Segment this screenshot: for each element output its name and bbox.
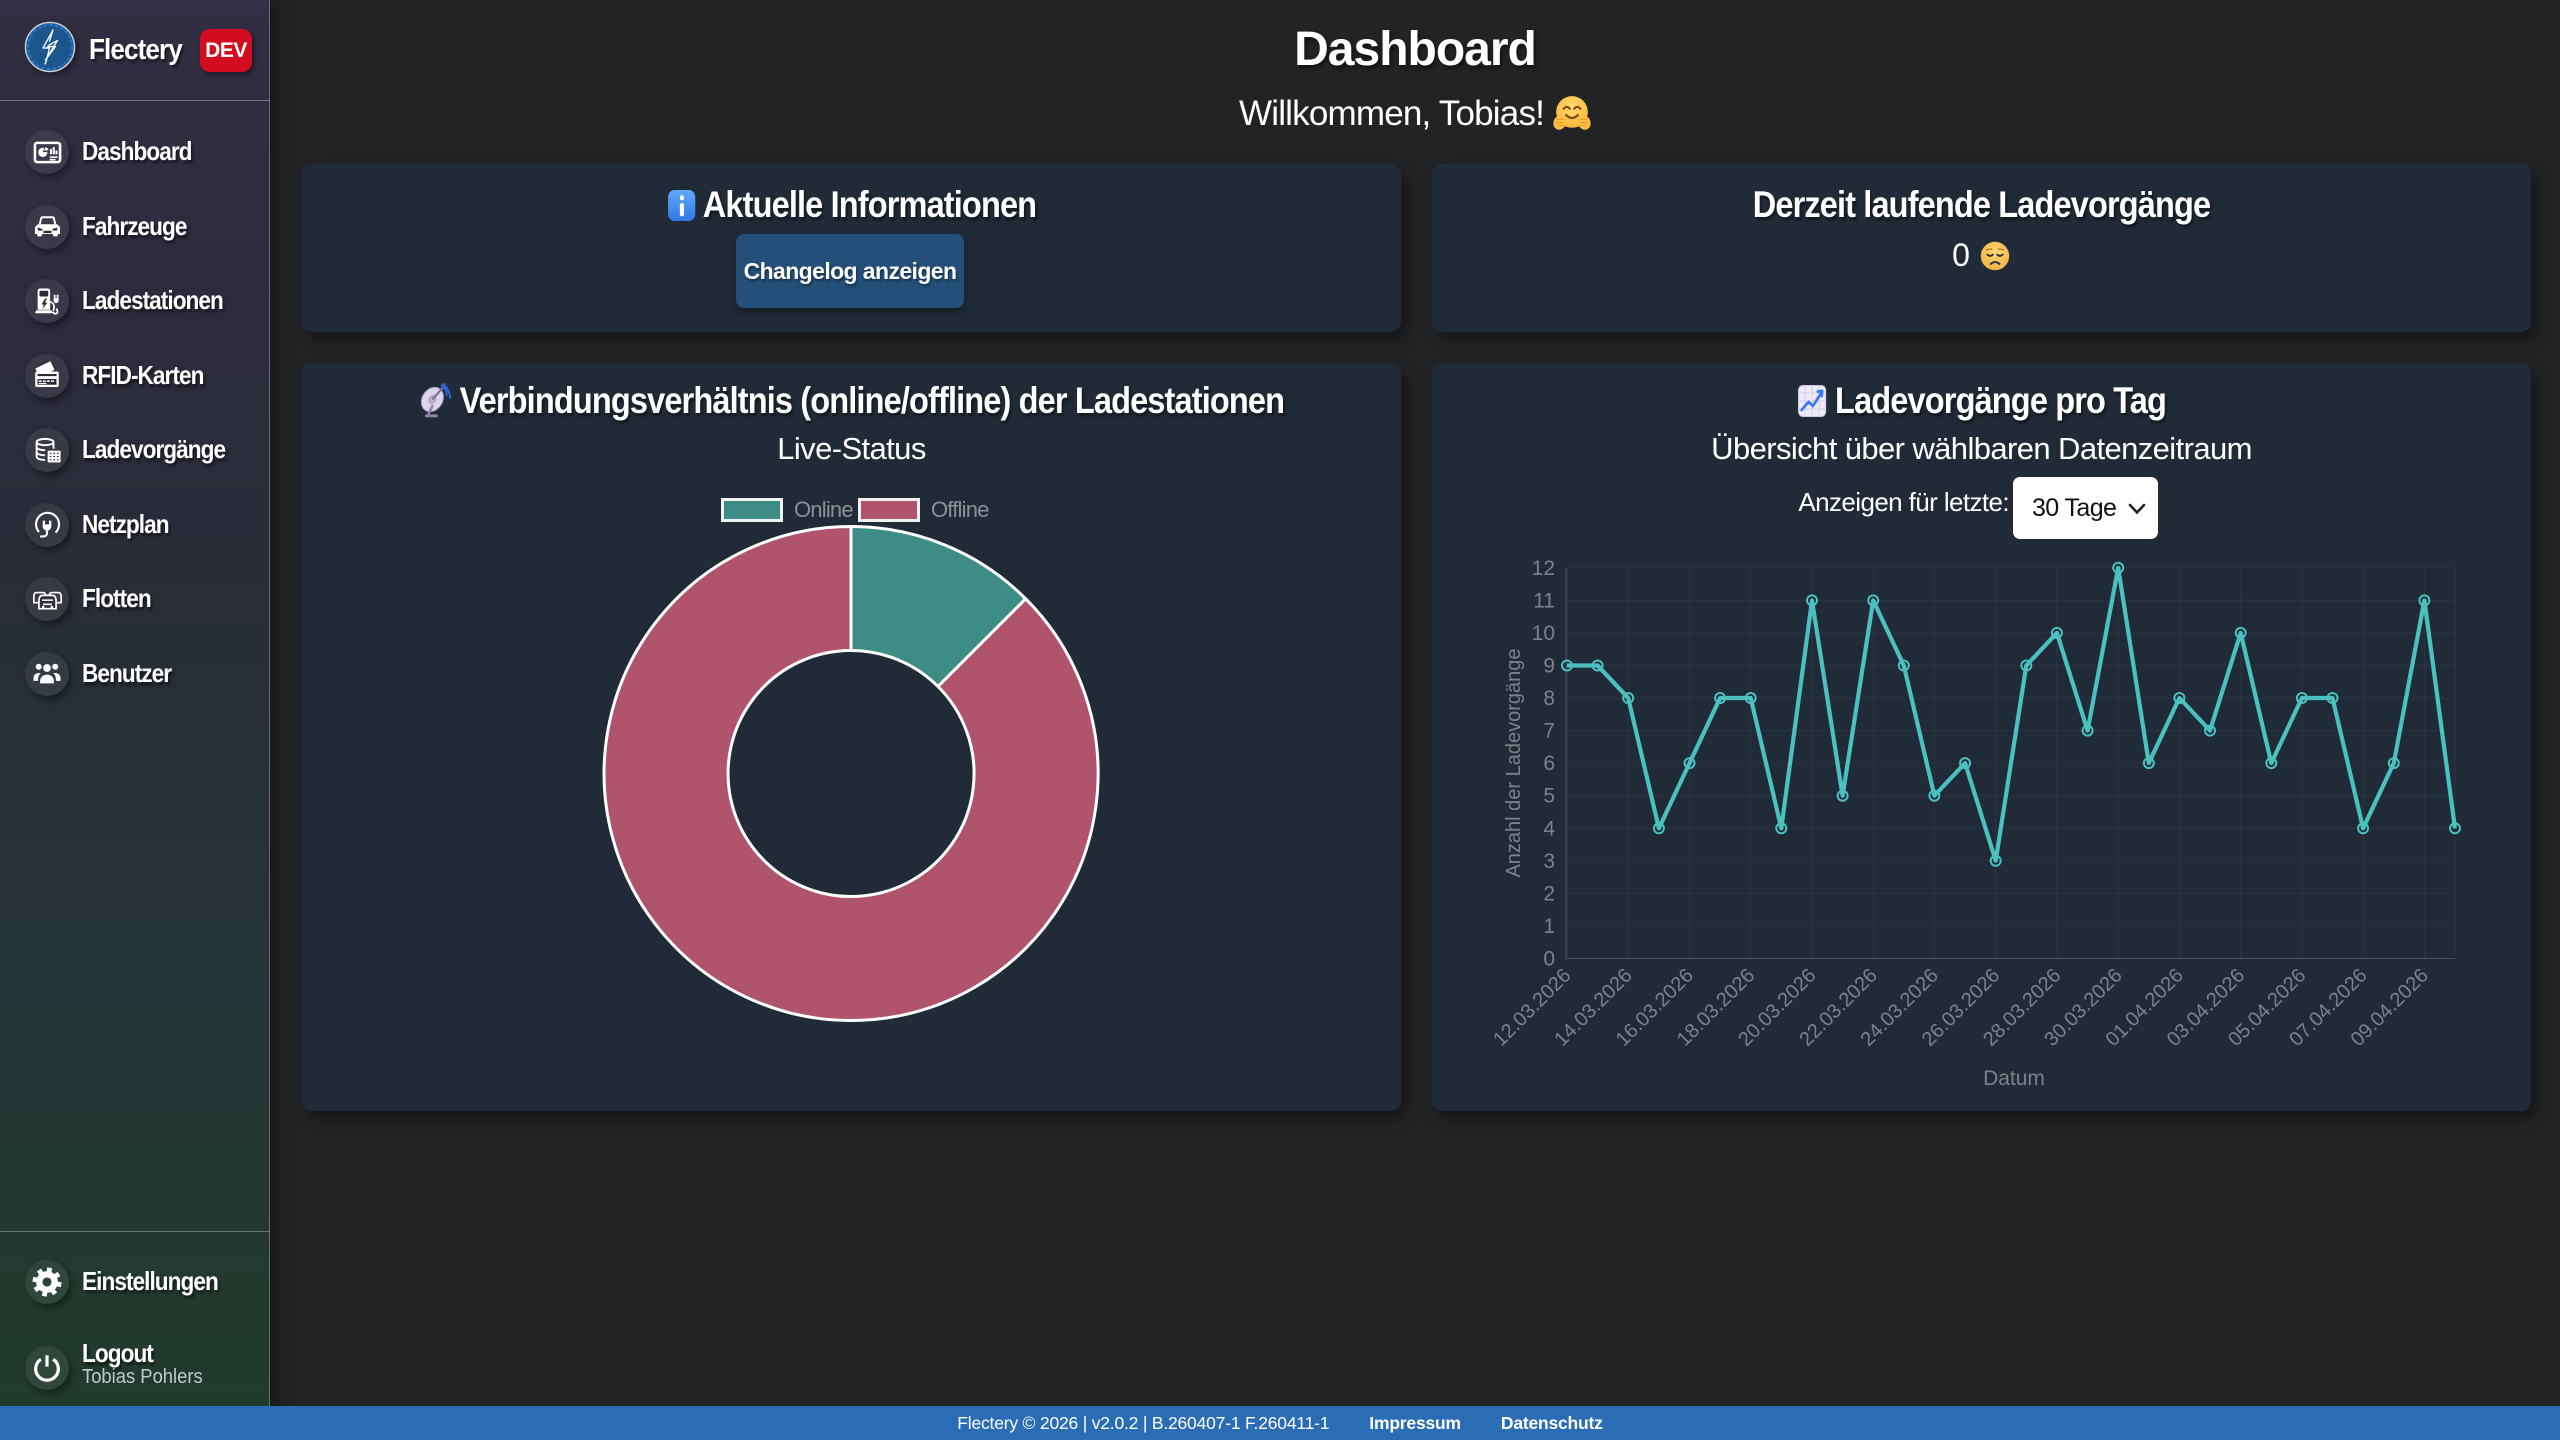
svg-text:1: 1	[1543, 915, 1555, 938]
svg-text:10: 10	[1532, 622, 1555, 645]
svg-text:0: 0	[1543, 948, 1555, 971]
svg-text:8: 8	[1543, 687, 1555, 710]
svg-text:Anzahl der Ladevorgänge: Anzahl der Ladevorgänge	[1503, 648, 1525, 877]
svg-text:2: 2	[1543, 882, 1555, 905]
svg-text:12: 12	[1532, 557, 1555, 580]
svg-text:3: 3	[1543, 850, 1555, 873]
svg-text:4: 4	[1543, 817, 1555, 840]
svg-text:9: 9	[1543, 655, 1555, 678]
svg-text:11: 11	[1533, 589, 1555, 612]
svg-text:7: 7	[1543, 720, 1555, 743]
svg-text:Datum: Datum	[1983, 1067, 2045, 1090]
svg-text:5: 5	[1543, 785, 1555, 808]
svg-text:6: 6	[1543, 752, 1555, 775]
